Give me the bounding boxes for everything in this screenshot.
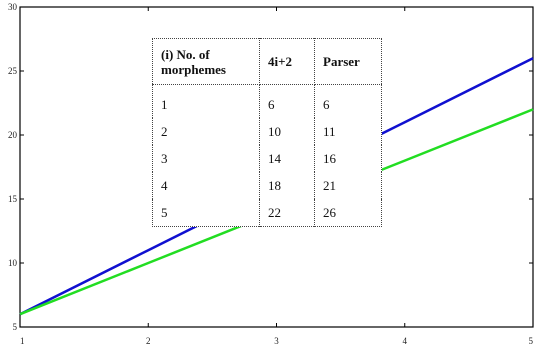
x-tick-label: 2	[146, 336, 151, 346]
cell-morphemes: 1	[152, 84, 260, 118]
cell-morphemes: 4	[152, 172, 260, 199]
cell-morphemes: 2	[152, 118, 260, 145]
cell-formula: 18	[259, 172, 315, 199]
cell-parser: 26	[323, 204, 336, 220]
cell-parser: 6	[323, 96, 330, 112]
cell-morphemes: 5	[152, 199, 260, 227]
cell-formula: 22	[259, 199, 315, 227]
cell-formula: 6	[259, 84, 315, 118]
x-tick-label: 5	[529, 336, 534, 346]
y-tick-label: 30	[8, 2, 18, 12]
y-tick-label: 5	[13, 322, 18, 332]
header-morphemes: (i) No. of morphemes	[152, 38, 260, 85]
table-row: 5 22 26	[152, 199, 382, 227]
y-tick-label: 10	[8, 258, 18, 268]
data-table: (i) No. of morphemes 4i+2 Parser 1 6 6 2…	[152, 38, 382, 227]
cell-parser: 21	[323, 177, 336, 193]
y-tick-label: 25	[8, 66, 18, 76]
table-row: 3 14 16	[152, 145, 382, 172]
cell-parser: 11	[323, 123, 336, 139]
x-tick-label: 3	[274, 336, 279, 346]
x-tick-label: 4	[403, 336, 408, 346]
y-tick-label: 15	[8, 194, 18, 204]
table-row: 1 6 6	[152, 84, 382, 118]
table-row: 4 18 21	[152, 172, 382, 199]
cell-formula: 14	[259, 145, 315, 172]
header-parser: Parser	[314, 38, 382, 85]
y-tick-label: 20	[8, 130, 18, 140]
x-tick-label: 1	[20, 336, 25, 346]
table-row: 2 10 11	[152, 118, 382, 145]
cell-parser: 16	[323, 150, 336, 166]
cell-morphemes: 3	[152, 145, 260, 172]
cell-formula: 10	[259, 118, 315, 145]
header-formula: 4i+2	[259, 38, 315, 85]
table-header-row: (i) No. of morphemes 4i+2 Parser	[152, 38, 382, 85]
